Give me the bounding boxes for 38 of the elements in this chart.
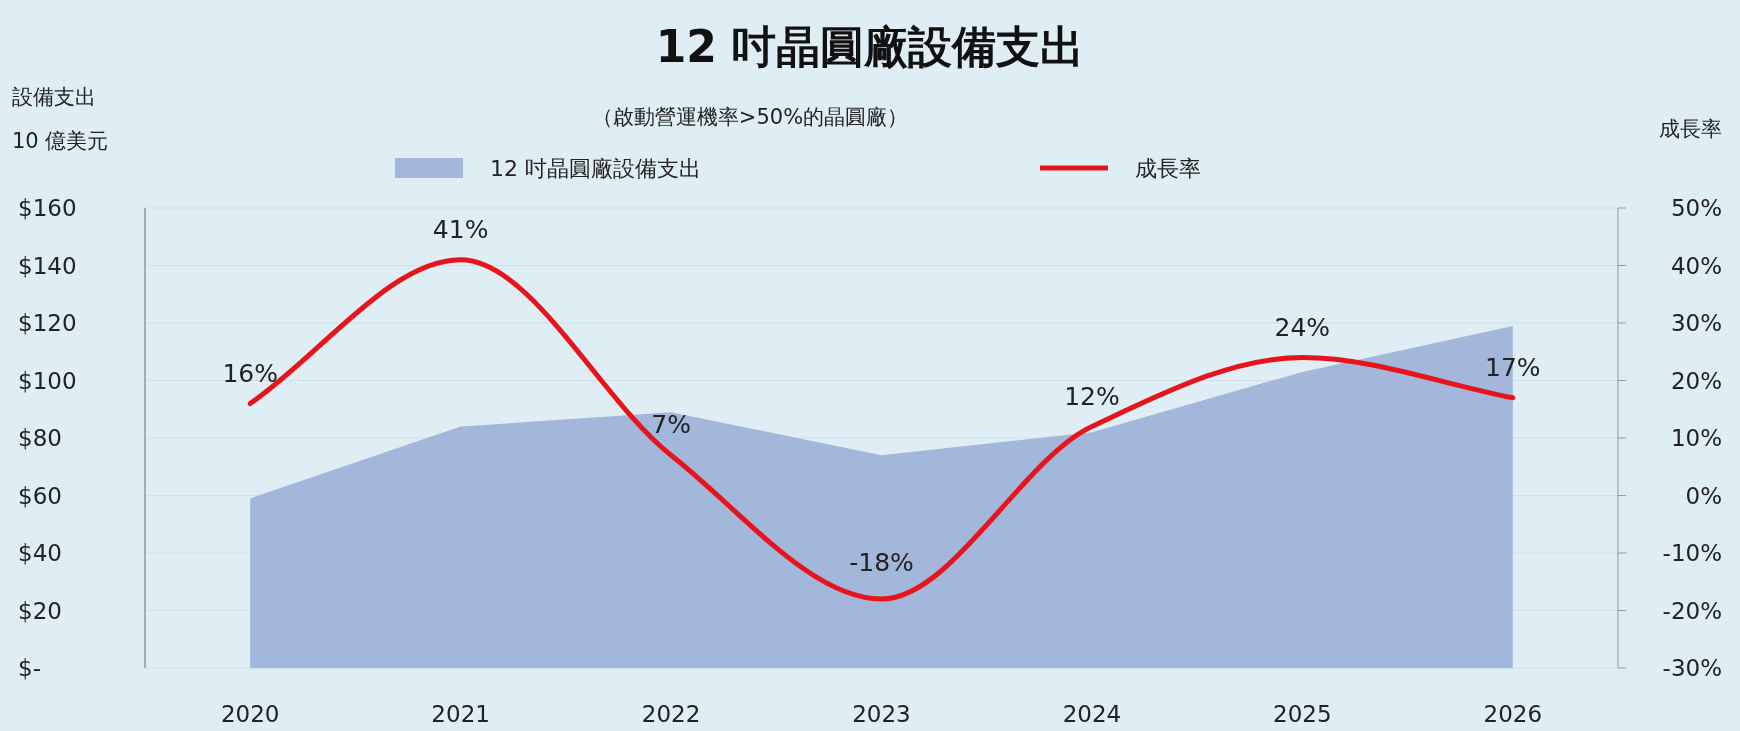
y-tick-label: $20 [18,597,62,624]
x-tick-label: 2025 [1273,701,1332,727]
y-tick-label: $140 [18,252,77,279]
y-axis-title: 設備支出 10 億美元 [12,85,109,153]
data-label: 17% [1485,352,1541,382]
y2-tick-label: 10% [1670,425,1722,451]
y2-tick-label: 20% [1670,367,1722,394]
y-tick-label: $60 [18,482,62,509]
y2-tick-label: 30% [1670,310,1722,336]
y2-tick-label: 50% [1670,195,1722,221]
y-tick-label: $160 [18,195,77,221]
data-label: 7% [651,410,691,440]
x-tick-label: 2026 [1483,701,1543,727]
data-label: 24% [1274,312,1331,342]
chart-subtitle: （啟動營運機率>50%的晶圓廠） [591,105,909,129]
y-tick-label: $120 [18,310,77,336]
y2-tick-label: 40% [1670,252,1722,279]
y2-tick-label: 0% [1685,482,1722,509]
legend-label: 12 吋晶圓廠設備支出 [490,156,701,181]
y-tick-label: $- [18,655,41,681]
x-tick-label: 2020 [220,701,280,727]
x-tick-label: 2021 [431,701,490,727]
data-label: 12% [1064,381,1120,411]
y2-tick-label: -20% [1662,597,1722,624]
y2-tick-label: -30% [1662,655,1722,681]
y2-tick-label: -10% [1662,540,1722,566]
y-tick-label: $40 [18,540,62,566]
y-tick-label: $80 [18,425,62,451]
x-tick-label: 2022 [641,701,701,727]
data-label: 41% [432,214,489,244]
legend-label: 成長率 [1135,156,1201,181]
x-tick-label: 2024 [1062,701,1122,727]
x-tick-label: 2023 [852,701,911,727]
data-label: -18% [849,548,914,577]
y-tick-label: $100 [18,367,77,394]
y2-axis-title: 成長率 [1659,117,1722,141]
data-label: 16% [222,358,278,388]
chart-title: 12 吋晶圓廠設備支出 [655,21,1085,72]
